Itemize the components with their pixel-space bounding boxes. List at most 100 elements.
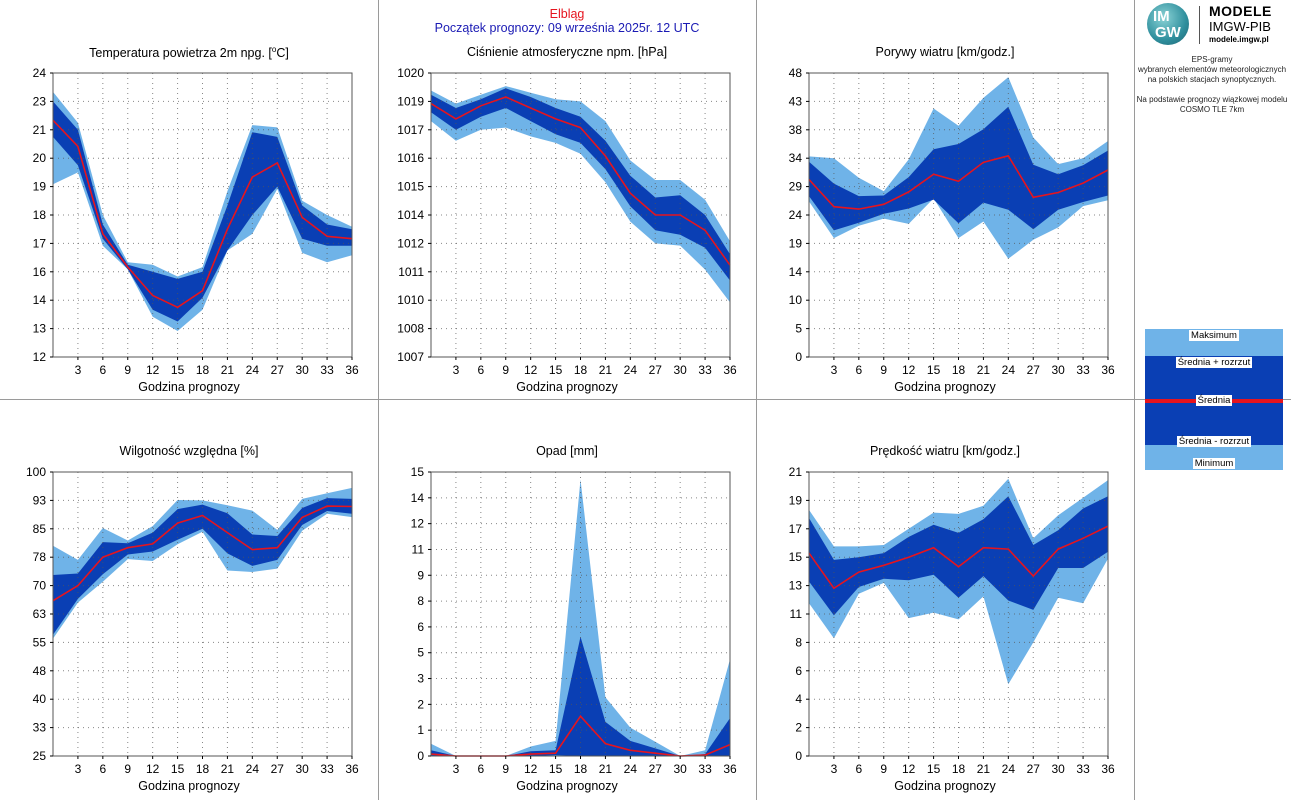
y-tick-label: 8	[417, 594, 424, 608]
panel-temperature: Temperatura powietrza 2m npg. [oC] 12 13 1…	[0, 0, 378, 399]
x-tick-label: 30	[673, 363, 687, 377]
x-tick-label: 36	[1101, 762, 1115, 776]
legend-mean-plus-label: Średnia + rozrzut	[1175, 357, 1253, 368]
y-tick-label: 15	[789, 550, 803, 564]
x-tick-label: 15	[549, 762, 563, 776]
logo-mark-bottom: GW	[1155, 24, 1181, 41]
x-tick-label: 21	[599, 762, 613, 776]
y-tick-label: 9	[417, 568, 424, 582]
chart-title: Ciśnienie atmosferyczne npm. [hPa]	[466, 45, 668, 59]
x-tick-label: 9	[880, 363, 887, 377]
y-tick-label: 14	[789, 265, 803, 279]
y-tick-label: 1016	[397, 151, 424, 165]
y-tick-label: 93	[33, 493, 47, 507]
desc-line: na polskich stacjach synoptycznych.	[1147, 75, 1277, 84]
y-tick-label: 14	[411, 491, 425, 505]
x-tick-label: 24	[1002, 363, 1016, 377]
x-axis-label: Godzina prognozy	[894, 779, 996, 793]
y-tick-label: 55	[33, 635, 47, 649]
chart-title: Opad [mm]	[536, 444, 598, 458]
x-tick-label: 24	[246, 363, 260, 377]
x-tick-label: 15	[927, 762, 941, 776]
x-tick-label: 12	[524, 363, 538, 377]
mean-line	[52, 505, 353, 602]
x-tick-label: 12	[902, 762, 916, 776]
y-tick-label: 19	[33, 180, 47, 194]
legend-mean-label: Średnia	[1195, 395, 1233, 406]
x-tick-label: 18	[952, 363, 966, 377]
x-tick-label: 15	[927, 363, 941, 377]
forecast-start: Początek prognozy: 09 września 2025r. 12…	[434, 21, 700, 35]
x-tick-label: 24	[1002, 762, 1016, 776]
panel-precipitation: Opad [mm] 0 1 2 3 5 6 8 9 11 12 14 15 3 6 9 12 15 18 21 24 2…	[378, 399, 756, 798]
x-tick-label: 33	[1076, 363, 1090, 377]
x-axis-label: Godzina prognozy	[138, 779, 240, 793]
y-tick-label: 13	[789, 579, 803, 593]
x-tick-label: 27	[1027, 363, 1041, 377]
y-tick-label: 29	[789, 180, 803, 194]
x-tick-label: 33	[698, 363, 712, 377]
logo-url: modele.imgw.pl	[1209, 35, 1269, 44]
x-tick-label: 3	[75, 363, 82, 377]
x-tick-label: 27	[1027, 762, 1041, 776]
x-tick-label: 18	[574, 762, 588, 776]
x-tick-label: 30	[1051, 363, 1065, 377]
y-tick-label: 5	[417, 646, 424, 660]
y-tick-label: 1014	[397, 208, 424, 222]
mean-line	[430, 96, 731, 266]
desc-line: EPS-gramy	[1191, 55, 1233, 64]
y-tick-label: 100	[26, 465, 46, 479]
y-tick-label: 1020	[397, 66, 424, 80]
y-tick-label: 1015	[397, 180, 424, 194]
x-tick-label: 9	[880, 762, 887, 776]
y-tick-label: 70	[33, 579, 47, 593]
desc-line: Na podstawie prognozy wiązkowej modelu	[1136, 95, 1288, 104]
y-tick-label: 63	[33, 607, 47, 621]
x-tick-label: 3	[453, 363, 460, 377]
logo-divider	[1199, 6, 1200, 44]
x-tick-label: 6	[99, 363, 106, 377]
y-tick-label: 25	[33, 749, 47, 763]
x-tick-label: 6	[855, 363, 862, 377]
y-tick-label: 4	[795, 692, 802, 706]
inner-band	[53, 498, 352, 635]
y-tick-label: 78	[33, 550, 47, 564]
x-tick-label: 9	[124, 762, 131, 776]
y-tick-label: 1	[417, 723, 424, 737]
logo-subtitle: IMGW-PIB	[1209, 19, 1271, 34]
x-tick-label: 12	[146, 762, 160, 776]
x-tick-label: 21	[221, 762, 235, 776]
x-tick-label: 6	[477, 363, 484, 377]
x-tick-label: 21	[977, 363, 991, 377]
desc-line: COSMO TLE 7km	[1179, 105, 1245, 114]
y-tick-label: 19	[789, 236, 803, 250]
chart-plot: 1007 1008 1010 1011 1012 1014 1015 1016 1017 1019…	[397, 66, 737, 377]
chart-header: Elbląg Początek prognozy: 09 września 20…	[378, 7, 756, 35]
frame-hline	[0, 399, 1291, 400]
x-tick-label: 15	[549, 363, 563, 377]
x-axis-label: Godzina prognozy	[516, 380, 618, 394]
legend-max-label: Maksimum	[1189, 330, 1239, 341]
x-tick-label: 36	[345, 762, 359, 776]
y-tick-label: 5	[795, 322, 802, 336]
x-axis-label: Godzina prognozy	[138, 380, 240, 394]
y-tick-label: 1017	[397, 123, 424, 137]
x-tick-label: 6	[99, 762, 106, 776]
y-tick-label: 0	[795, 350, 802, 364]
logo-mark-top: IM	[1153, 8, 1170, 25]
x-tick-label: 33	[320, 363, 334, 377]
desc-line: wybranych elementów meteorologicznych	[1137, 65, 1287, 74]
y-tick-label: 17	[789, 522, 803, 536]
x-tick-label: 15	[171, 762, 185, 776]
mean-line	[808, 154, 1109, 210]
y-tick-label: 0	[795, 749, 802, 763]
y-tick-label: 2	[417, 697, 424, 711]
logo-mark: IM GW	[1147, 3, 1189, 45]
x-tick-label: 12	[146, 363, 160, 377]
y-tick-label: 8	[795, 635, 802, 649]
frame-vline-2	[756, 0, 757, 800]
y-tick-label: 20	[33, 151, 47, 165]
panel-gusts: Porywy wiatru [km/godz.] 0 5 10 14 19 24 29 34 3…	[756, 0, 1134, 399]
